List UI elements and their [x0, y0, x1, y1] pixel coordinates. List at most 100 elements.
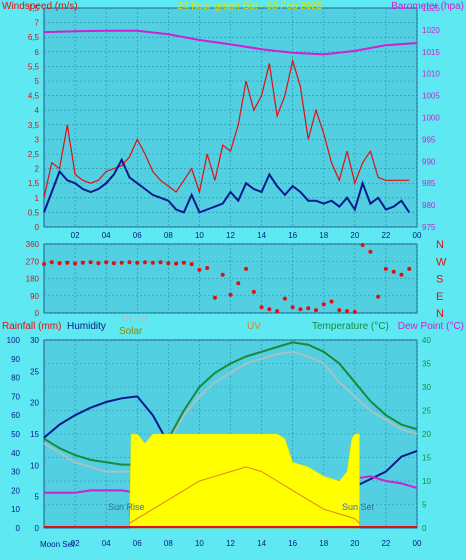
y-tick-label: 1,5 [28, 179, 40, 188]
y-tick-label: 270 [26, 257, 40, 266]
compass-label: N [436, 239, 444, 251]
x-tick-label: 02 [71, 231, 80, 240]
y2-tick-label: 1005 [422, 92, 440, 101]
direction-point [321, 302, 326, 307]
humidity-tick-label: 25 [30, 367, 39, 376]
y-tick-label: 5,5 [28, 62, 40, 71]
humidity-tick-label: 15 [30, 430, 39, 439]
humidity-tick-label: 0 [35, 524, 40, 533]
direction-point [111, 261, 116, 266]
direction-point [174, 261, 179, 266]
direction-point [189, 262, 194, 267]
direction-point [150, 260, 155, 265]
y-tick-label: 7,5 [28, 4, 40, 13]
dewpoint-label: Dew Point (°C) [398, 321, 464, 332]
wind-ylabel: Windspeed (m/s) [2, 1, 78, 12]
series-barometer [43, 29, 418, 56]
rain-tick-label: 30 [11, 468, 20, 477]
direction-point [298, 307, 303, 312]
temp-tick-label: 35 [422, 360, 431, 369]
rain-tick-label: 90 [11, 355, 20, 364]
direction-point [306, 306, 311, 311]
uv-label: UV [247, 321, 261, 332]
temp-tick-label: 15 [422, 454, 431, 463]
rain-tick-label: 20 [11, 486, 20, 495]
moonset-label: Moon Set [40, 540, 75, 549]
direction-point [220, 272, 225, 277]
y-tick-label: 4 [35, 106, 40, 115]
y2-tick-label: 1000 [422, 114, 440, 123]
y-tick-label: 0 [35, 309, 40, 318]
sunrise-label: Sun Rise [108, 502, 145, 512]
rain-tick-label: 50 [11, 430, 20, 439]
direction-point [228, 292, 233, 297]
humidity-tick-label: 30 [30, 336, 39, 345]
x-tick-label: 08 [164, 231, 173, 240]
y-tick-label: 1 [35, 194, 40, 203]
barometer-ylabel: Barometer (hpa) [391, 1, 464, 12]
direction-point [313, 308, 318, 313]
direction-point [205, 266, 210, 270]
humidity-label: Humidity [67, 321, 106, 332]
temp-tick-label: 20 [422, 430, 431, 439]
direction-point [96, 261, 101, 266]
direction-point [407, 266, 412, 271]
direction-point [65, 260, 70, 265]
compass-label: E [436, 291, 443, 303]
series-uv [129, 466, 360, 524]
wind-title: 24 hour graph Sat - 08 Feb 2025 [177, 1, 323, 12]
y-tick-label: 6,5 [28, 33, 40, 42]
x-tick-label: 08 [164, 539, 173, 548]
y2-tick-label: 975 [422, 223, 436, 232]
direction-point [337, 308, 342, 313]
direction-point [73, 261, 78, 266]
y-tick-label: 7 [35, 19, 40, 28]
x-tick-label: 04 [102, 539, 111, 548]
direction-point [368, 249, 373, 254]
direction-point [376, 294, 381, 299]
sunset-label: Sun Set [342, 502, 375, 512]
temp-tick-label: 25 [422, 407, 431, 416]
x-tick-label: 06 [133, 231, 142, 240]
direction-point [259, 305, 264, 310]
direction-point [275, 309, 280, 314]
series-gust [43, 58, 410, 198]
direction-point [282, 296, 287, 301]
x-tick-label: 04 [102, 231, 111, 240]
direction-point [42, 262, 46, 267]
x-tick-label: 02 [71, 539, 80, 548]
x-tick-label: 18 [319, 231, 328, 240]
x-tick-label: 22 [381, 539, 390, 548]
direction-point [212, 295, 217, 300]
direction-point [166, 261, 171, 266]
x-tick-label: 12 [226, 231, 235, 240]
direction-point [127, 260, 132, 265]
direction-point [88, 260, 93, 265]
y-tick-label: 180 [26, 275, 40, 284]
temp-tick-label: 30 [422, 383, 431, 392]
solar-label: Solar [119, 326, 143, 337]
compass-label: N [436, 308, 444, 320]
x-tick-label: 20 [350, 231, 359, 240]
series-thsw [43, 350, 418, 473]
rain-tick-label: 100 [7, 336, 21, 345]
direction-point [119, 260, 124, 265]
temperature-label: Temperature (°C) [312, 321, 389, 332]
y-tick-label: 3,5 [28, 121, 40, 130]
humidity-tick-label: 20 [30, 399, 39, 408]
x-tick-label: 12 [226, 539, 235, 548]
y2-tick-label: 985 [422, 179, 436, 188]
y-tick-label: 3 [35, 135, 40, 144]
x-tick-label: 16 [288, 539, 297, 548]
rain-tick-label: 60 [11, 411, 20, 420]
x-tick-label: 20 [350, 539, 359, 548]
direction-point [57, 261, 62, 266]
y2-tick-label: 1020 [422, 26, 440, 35]
x-tick-label: 16 [288, 231, 297, 240]
temp-tick-label: 0 [422, 524, 427, 533]
x-tick-label: 22 [381, 231, 390, 240]
y-tick-label: 0 [35, 223, 40, 232]
y-tick-label: 90 [30, 292, 39, 301]
direction-point [329, 299, 334, 304]
